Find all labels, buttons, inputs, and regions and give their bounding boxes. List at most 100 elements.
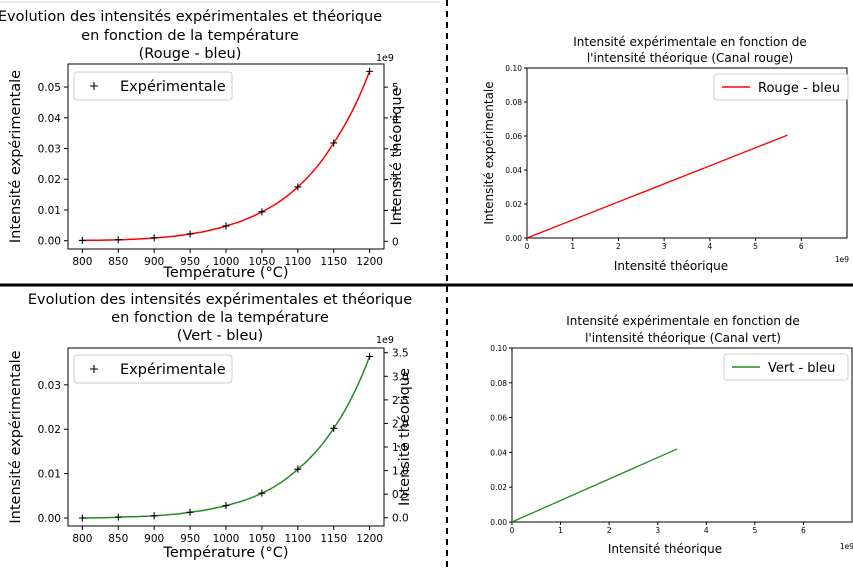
y2-tick-label: 0.0 xyxy=(392,513,409,525)
experimental-point-marker xyxy=(114,513,122,521)
x-tick-label: 1050 xyxy=(249,533,276,545)
y2-tick-label: 3.5 xyxy=(392,348,409,360)
legend-label: Rouge - bleu xyxy=(758,81,840,96)
y-tick-label: 0.08 xyxy=(490,379,507,388)
y-tick-label: 0.00 xyxy=(38,513,61,525)
x-tick-label: 850 xyxy=(108,533,128,545)
experimental-point-marker xyxy=(222,222,230,230)
y2-axis-label: Intensité théorique xyxy=(397,368,413,506)
x-tick-label: 1200 xyxy=(356,533,383,545)
y2-axis-label: Intensité théorique xyxy=(389,87,405,225)
y2-tick-label: 3 xyxy=(392,144,399,156)
experimental-point-marker xyxy=(78,514,86,522)
legend-box xyxy=(73,71,233,101)
y-tick-label: 0.03 xyxy=(38,380,61,392)
x-tick-label: 800 xyxy=(72,256,92,268)
chart-title-line-2: en fonction de la température xyxy=(111,310,329,326)
y-tick-label: 0.05 xyxy=(38,82,61,94)
experimental-point-marker xyxy=(258,489,266,497)
y2-tick-label: 1.0 xyxy=(392,466,409,478)
x-tick-label: 5 xyxy=(753,242,758,251)
x-axis-label: Intensité théorique xyxy=(608,542,722,556)
y-axis-label: Intensité expérimentale xyxy=(482,81,496,224)
x-tick-label: 3 xyxy=(655,526,660,535)
y-tick-label: 0.10 xyxy=(505,64,522,73)
experimental-point-marker xyxy=(186,508,194,516)
y2-tick-label: 2 xyxy=(392,175,399,187)
experimental-point-marker xyxy=(258,208,266,216)
experimental-point-marker xyxy=(330,424,338,432)
x-tick-label: 850 xyxy=(108,256,128,268)
legend-label: Vert - bleu xyxy=(768,361,835,376)
x-tick-label: 4 xyxy=(704,526,709,535)
x-tick-label: 900 xyxy=(144,256,164,268)
x-tick-label: 1200 xyxy=(356,256,383,268)
chart-title-line-2: en fonction de la température xyxy=(81,28,299,44)
chart-title-line-1: Intensité expérimentale en fonction de xyxy=(566,314,800,328)
data-series-line xyxy=(526,134,788,239)
x-axis-label: Intensité théorique xyxy=(614,259,728,273)
y-axis-label: Intensité expérimentale xyxy=(8,70,24,243)
legend-box xyxy=(73,354,233,384)
legend-label: Expérimentale xyxy=(120,362,226,378)
chart-title-line-3: (Rouge - bleu) xyxy=(139,46,242,62)
y-tick-label: 0.02 xyxy=(505,200,522,209)
experimental-point-marker xyxy=(186,230,194,238)
legend-label: Expérimentale xyxy=(120,79,226,95)
x-tick-label: 2 xyxy=(607,526,612,535)
chart-temperature-green: Evolution des intensités expérimentales … xyxy=(8,292,413,561)
y2-tick-label: 0 xyxy=(392,236,399,248)
y-tick-label: 0.00 xyxy=(38,236,61,248)
chart-title-line-1: Intensité expérimentale en fonction de xyxy=(573,35,807,49)
y-axis-label: Intensité expérimentale xyxy=(8,350,24,523)
experimental-point-marker xyxy=(150,234,158,242)
x-axis-label: Température (°C) xyxy=(162,545,288,561)
y2-tick-label: 3.0 xyxy=(392,371,409,383)
y-tick-label: 0.02 xyxy=(490,483,507,492)
chart-title-line-1: Evolution des intensités expérimentales … xyxy=(28,292,412,308)
y-tick-label: 0.01 xyxy=(38,469,61,481)
x-tick-label: 6 xyxy=(801,526,806,535)
data-series-line xyxy=(511,448,678,523)
x-tick-label: 1150 xyxy=(320,256,347,268)
chart-linear-red: Intensité expérimentale en fonction de l'… xyxy=(482,35,849,273)
legend-marker xyxy=(90,365,98,373)
x-tick-label: 1000 xyxy=(213,256,240,268)
x-tick-label: 1050 xyxy=(249,256,276,268)
y2-multiplier: 1e9 xyxy=(376,53,394,64)
x-tick-label: 800 xyxy=(72,533,92,545)
y2-tick-label: 1 xyxy=(392,205,399,217)
chart-title-line-2: l'intensité théorique (Canal vert) xyxy=(585,331,781,345)
x-tick-label: 0 xyxy=(525,242,530,251)
y-tick-label: 0.01 xyxy=(38,205,61,217)
x-tick-label: 4 xyxy=(707,242,712,251)
y-tick-label: 0.06 xyxy=(490,414,507,423)
chart-title-line-1: Evolution des intensités expérimentales … xyxy=(0,9,382,25)
y2-tick-label: 1.5 xyxy=(392,442,409,454)
x-tick-label: 950 xyxy=(180,533,200,545)
x-tick-label: 950 xyxy=(180,256,200,268)
legend-marker xyxy=(90,82,98,90)
experimental-point-marker xyxy=(150,512,158,520)
y2-tick-label: 4 xyxy=(392,113,399,125)
legend-box xyxy=(713,73,849,101)
x-tick-label: 900 xyxy=(144,533,164,545)
x-axis-label: Température (°C) xyxy=(162,265,288,281)
experimental-point-marker xyxy=(78,236,86,244)
experimental-point-marker xyxy=(330,139,338,147)
y-tick-label: 0.08 xyxy=(505,98,522,107)
x-tick-label: 1000 xyxy=(213,533,240,545)
y-tick-label: 0.00 xyxy=(505,234,522,243)
experimental-point-marker xyxy=(294,465,302,473)
x-tick-label: 2 xyxy=(616,242,621,251)
y-tick-label: 0.02 xyxy=(38,174,61,186)
chart-temperature-red: Evolution des intensités expérimentales … xyxy=(0,9,405,281)
legend-box xyxy=(723,353,849,381)
experimental-point-marker xyxy=(222,502,230,510)
x-tick-label: 0 xyxy=(510,526,515,535)
y2-multiplier: 1e9 xyxy=(376,335,394,346)
x-tick-label: 1150 xyxy=(320,533,347,545)
y-tick-label: 0.06 xyxy=(505,132,522,141)
y2-tick-label: 0.5 xyxy=(392,489,409,501)
